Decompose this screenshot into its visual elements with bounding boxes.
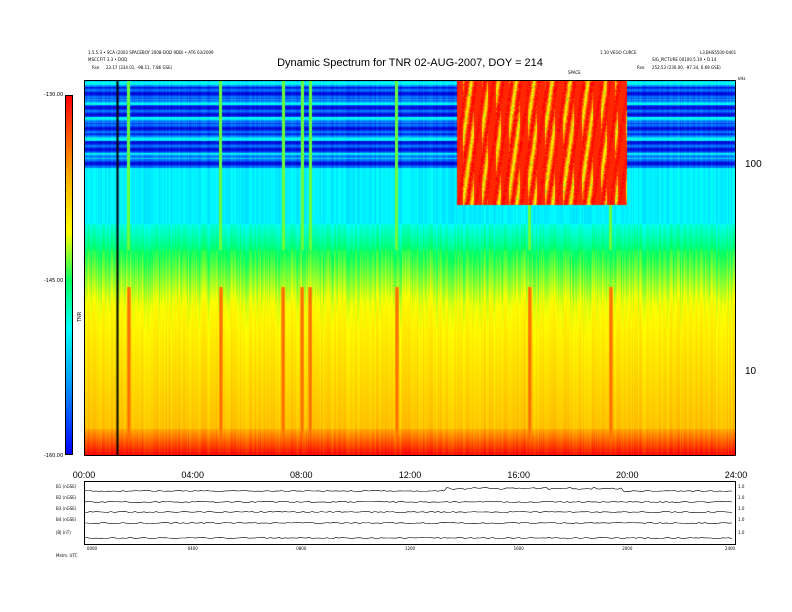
lower-x-tick-1: 0400 (187, 546, 198, 551)
x-tick-1: 04:00 (181, 470, 204, 480)
header-left-rse-value: 23.17 (334.01, -98.11, 7.86 GSE) (106, 65, 173, 70)
colorbar-bottom-label: -160.00 (44, 453, 64, 459)
lower-x-tick-0: 0000 (86, 546, 98, 551)
header-right-line1b: L3.BHS5500-0401 (700, 50, 737, 55)
colorbar-unit: TNR (77, 311, 83, 322)
lower-footer-left: Mstm. UTC (56, 553, 78, 558)
lower-x-tick-2: 0800 (296, 546, 307, 551)
lower-row-right-2: 1.0 (738, 495, 745, 500)
lower-trace-1 (84, 486, 733, 493)
x-tick-6: 24:00 (724, 470, 748, 480)
x-tick-4: 16:00 (507, 470, 530, 480)
x-tick-3: 12:00 (398, 470, 422, 480)
lower-trace-5 (84, 536, 733, 540)
lower-x-tick-3: 1200 (404, 546, 416, 551)
colorbar-mid-label: -145.00 (44, 278, 64, 284)
header-hz-label: kHz (738, 76, 746, 81)
chart-title: Dynamic Spectrum for TNR 02-AUG-2007, DO… (277, 57, 543, 69)
lower-x-tick-6: 2400 (724, 546, 736, 551)
header-space-label: SPACE (568, 70, 581, 75)
y-tick-10: 10 (745, 366, 757, 377)
lower-row-label-5: |B| (nT) (56, 530, 71, 535)
lower-row-label-4: B4 (nGSE) (56, 517, 77, 522)
header-left-line1: 1.5.5.3 • SCA (2003 SPACEBOY 2008-DOD 9D… (88, 50, 214, 55)
lower-row-right-4: 1.0 (738, 517, 745, 522)
lower-trace-3 (84, 510, 733, 514)
header-right-rse-value: 252.53 (230.00, -97.34, 6.69 GSE) (652, 65, 721, 70)
x-tick-2: 08:00 (290, 470, 313, 480)
lower-row-right-3: 1.0 (738, 506, 745, 511)
header-left-line2: MSCCFIT 3.3 • DOD (88, 57, 128, 62)
lower-x-tick-4: 1600 (513, 546, 524, 551)
spectrogram-canvas (85, 81, 735, 455)
lower-x-tick-5: 2000 (622, 546, 633, 551)
lower-trace-2 (84, 500, 733, 504)
lower-panel (84, 481, 736, 545)
lower-row-label-3: B3 (nGSE) (56, 506, 77, 511)
header-right-rse-label: Rse (637, 65, 645, 70)
header-right-line2: SIG_PICTURE 00100.5.19 • D.14 (652, 57, 717, 62)
lower-row-label-2: B2 (nGSE) (56, 495, 77, 500)
lower-row-label-1: B1 (nGSE) (56, 484, 77, 489)
spectrogram-plot (84, 80, 736, 456)
colorbar-top-label: -130.00 (44, 92, 64, 98)
header-right-line1: 1.10 VEGO CURCE (600, 50, 637, 55)
x-tick-0: 00:00 (72, 470, 96, 480)
colorbar (65, 95, 73, 455)
x-tick-5: 20:00 (616, 470, 639, 480)
lower-traces (84, 486, 733, 540)
header-left-rse-label: Rse (92, 65, 100, 70)
y-tick-100: 100 (745, 159, 762, 170)
lower-trace-4 (84, 521, 733, 525)
lower-row-right-1: 1.0 (738, 484, 745, 489)
lower-row-right-5: 1.0 (738, 530, 745, 535)
